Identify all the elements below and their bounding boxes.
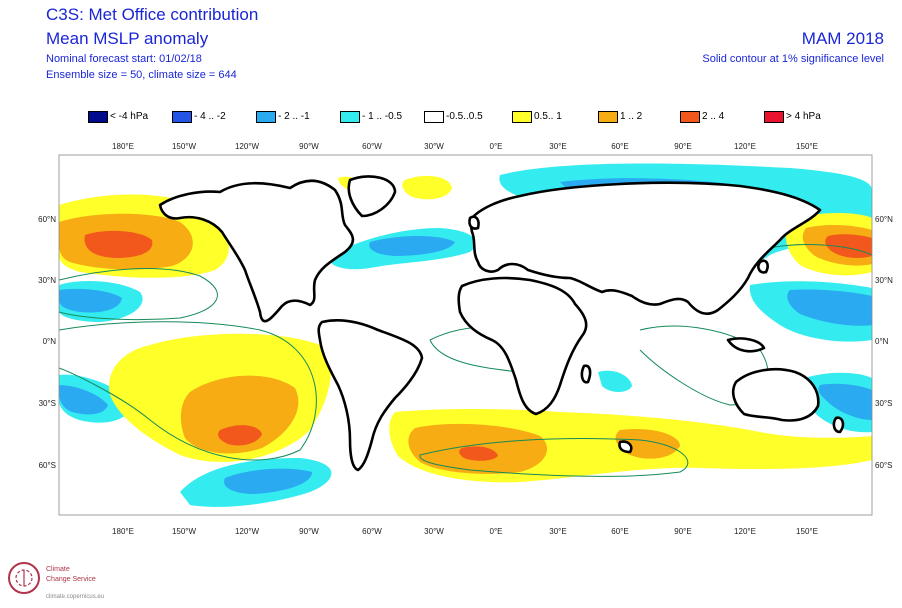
lat-tick-label-left: 60°N: [38, 215, 56, 224]
lon-tick-label-top: 180°E: [112, 142, 134, 151]
lon-tick-label-bottom: 30°E: [549, 527, 566, 536]
legend-swatch: [680, 111, 700, 123]
lon-tick-label-top: 120°E: [734, 142, 756, 151]
legend-label: - 4 .. -2: [194, 111, 226, 122]
legend-swatch: [256, 111, 276, 123]
legend-label: - 2 .. -1: [278, 111, 310, 122]
legend-swatch: [340, 111, 360, 123]
legend-label: 2 .. 4: [702, 111, 725, 122]
lon-tick-label-top: 30°E: [549, 142, 566, 151]
lon-tick-label-top: 150°E: [796, 142, 818, 151]
lat-tick-label-right: 60°S: [875, 461, 892, 470]
lon-tick-label-bottom: 30°W: [424, 527, 444, 536]
new-zealand: [832, 416, 845, 434]
lon-tick-label-top: 30°W: [424, 142, 444, 151]
lon-tick-label-bottom: 60°W: [362, 527, 382, 536]
legend-label: < -4 hPa: [110, 111, 149, 122]
lon-tick-label-bottom: 90°E: [674, 527, 691, 536]
lon-tick-label-top: 120°W: [235, 142, 260, 151]
legend-label: 1 .. 2: [620, 111, 643, 122]
legend-label: -0.5..0.5: [446, 111, 483, 122]
lon-tick-label-top: 150°W: [172, 142, 197, 151]
logo-text-line2: Change Service: [46, 576, 96, 583]
japan: [757, 259, 769, 274]
lat-tick-label-left: 0°N: [43, 337, 57, 346]
antarctic-islands: [618, 440, 633, 454]
legend-label: 0.5.. 1: [534, 111, 562, 122]
lat-tick-label-left: 60°S: [39, 461, 56, 470]
lon-tick-label-bottom: 150°E: [796, 527, 818, 536]
greenland: [347, 175, 397, 218]
legend-swatch: [88, 111, 108, 123]
lat-tick-label-left: 30°S: [39, 399, 56, 408]
lon-tick-label-bottom: 120°E: [734, 527, 756, 536]
legend-swatch: [424, 111, 444, 123]
season-label: MAM 2018: [801, 29, 884, 48]
copernicus-logo: [8, 562, 40, 594]
chart-title: C3S: Met Office contribution: [46, 5, 259, 24]
lon-tick-label-bottom: 150°W: [172, 527, 197, 536]
ensemble-size: Ensemble size = 50, climate size = 644: [46, 69, 237, 81]
legend-swatch: [764, 111, 784, 123]
uk: [468, 215, 480, 230]
lon-tick-label-bottom: 0°E: [490, 527, 503, 536]
lat-tick-label-right: 60°N: [875, 215, 893, 224]
lat-tick-label-right: 30°S: [875, 399, 892, 408]
map-frame: [58, 154, 873, 516]
coastlines: [158, 175, 845, 472]
madagascar: [580, 364, 592, 384]
lon-tick-label-top: 90°E: [674, 142, 691, 151]
lat-tick-label-right: 0°N: [875, 337, 889, 346]
legend-label: > 4 hPa: [786, 111, 821, 122]
lon-tick-label-bottom: 120°W: [235, 527, 260, 536]
contour-note: Solid contour at 1% significance level: [702, 53, 884, 65]
lat-tick-label-left: 30°N: [38, 276, 56, 285]
lon-tick-label-bottom: 60°E: [611, 527, 628, 536]
south-america: [317, 319, 424, 472]
lon-tick-label-top: 0°E: [490, 142, 503, 151]
legend-swatch: [512, 111, 532, 123]
logo-url: climate.copernicus.eu: [46, 594, 105, 600]
indonesia: [726, 337, 766, 353]
legend-swatch: [172, 111, 192, 123]
forecast-start: Nominal forecast start: 01/02/18: [46, 53, 202, 65]
australia: [731, 367, 820, 422]
lon-tick-label-bottom: 90°W: [299, 527, 319, 536]
lon-tick-label-top: 60°E: [611, 142, 628, 151]
africa: [457, 276, 588, 416]
legend-swatch: [598, 111, 618, 123]
chart-subtitle: Mean MSLP anomaly: [46, 29, 209, 48]
logo-text-line1: Climate: [46, 566, 70, 573]
lon-tick-label-bottom: 180°E: [112, 527, 134, 536]
legend-label: - 1 .. -0.5: [362, 111, 403, 122]
lon-tick-label-top: 90°W: [299, 142, 319, 151]
north-america: [158, 179, 355, 323]
eurasia: [468, 181, 822, 315]
lon-tick-label-top: 60°W: [362, 142, 382, 151]
lat-tick-label-right: 30°N: [875, 276, 893, 285]
